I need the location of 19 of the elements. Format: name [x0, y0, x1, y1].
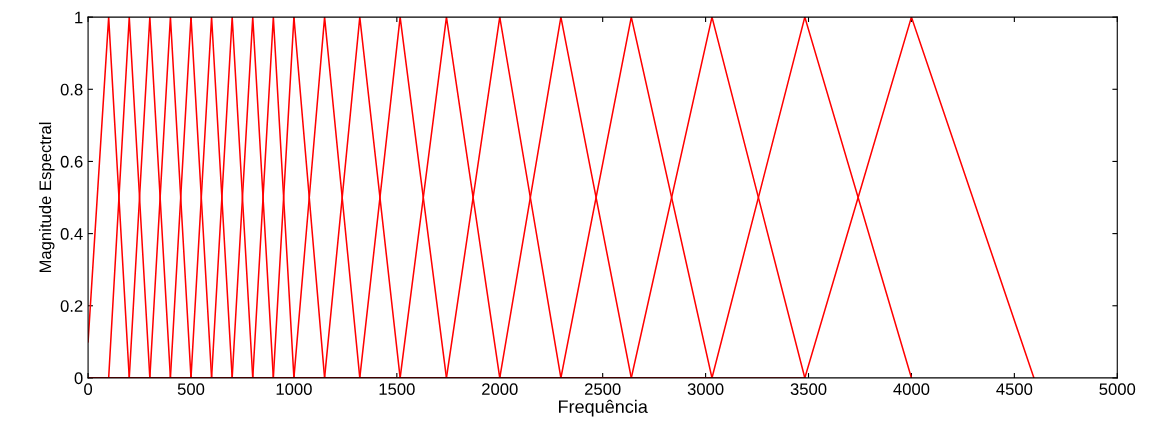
- x-tick-label: 4500: [996, 383, 1033, 396]
- x-tick-label: 1000: [276, 383, 312, 396]
- y-tick-label: 0.6: [60, 155, 83, 168]
- x-tick-label: 1500: [379, 383, 415, 396]
- y-tick-label: 0.8: [60, 83, 83, 96]
- y-axis-title: Magnitude Espectral: [38, 122, 55, 273]
- x-tick-label: 2000: [482, 383, 518, 396]
- y-tick-label: 1: [75, 11, 83, 24]
- x-tick-label: 5000: [1099, 383, 1136, 396]
- x-tick-label: 4000: [893, 383, 930, 396]
- y-tick-label: 0: [74, 372, 83, 385]
- x-tick-label: 3500: [790, 383, 827, 396]
- x-tick-label: 3000: [687, 383, 724, 396]
- y-tick-label: 0.2: [60, 300, 83, 312]
- x-tick-label: 500: [177, 383, 205, 396]
- x-tick-label: 2500: [584, 383, 621, 396]
- x-tick-label: 0: [84, 383, 93, 396]
- x-axis-title: Frequência: [559, 399, 648, 417]
- y-tick-label: 0.4: [60, 228, 83, 240]
